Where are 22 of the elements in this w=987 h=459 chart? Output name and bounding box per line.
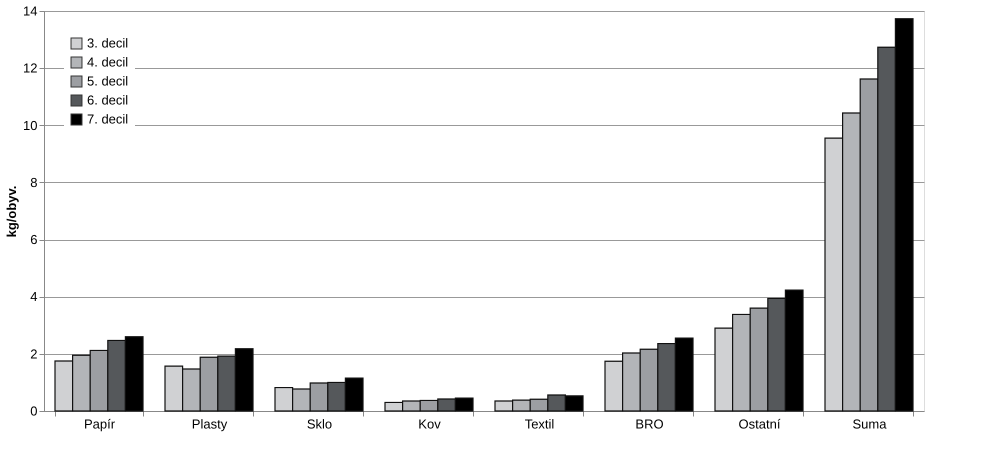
x-tick-label: Sklo: [306, 416, 332, 432]
legend-label: 7. decil: [87, 112, 128, 126]
y-tick-label: 4: [30, 289, 38, 304]
x-tick-label: Textil: [524, 416, 554, 432]
legend-label: 5. decil: [87, 74, 128, 88]
x-tick-label: Suma: [852, 416, 888, 432]
y-tick-label: 12: [23, 60, 38, 76]
y-tick-label: 8: [30, 174, 38, 190]
y-tick-label: 14: [23, 4, 38, 18]
x-tick-label: Papír: [84, 416, 116, 432]
y-tick-label: 10: [23, 118, 38, 133]
x-tick-label: Ostatní: [738, 416, 781, 432]
y-tick-label: 6: [30, 232, 38, 248]
x-tick-label: Kov: [418, 416, 442, 432]
legend-label: 3. decil: [87, 36, 128, 50]
y-tick-label: 2: [30, 346, 38, 362]
x-tick-label: Plasty: [192, 416, 228, 432]
legend-label: 6. decil: [87, 92, 128, 108]
y-axis-title: kg/obyv.: [4, 186, 20, 238]
y-tick-label: 0: [30, 404, 38, 418]
legend-label: 4. decil: [87, 54, 128, 70]
x-tick-label: BRO: [635, 416, 664, 432]
